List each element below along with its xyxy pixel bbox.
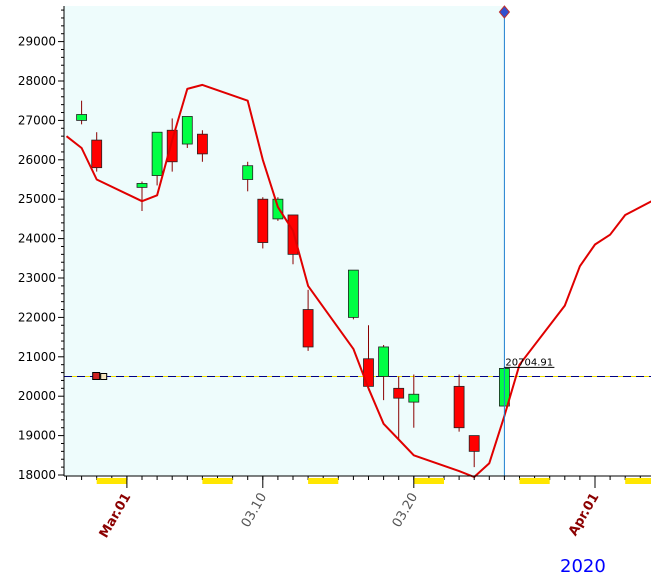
y-tick-label: 22000 <box>18 310 56 324</box>
candle-body <box>379 347 389 377</box>
y-tick-label: 29000 <box>18 35 56 49</box>
year-label: 2020 <box>560 556 606 577</box>
candle-body <box>197 134 207 154</box>
x-tick-label: Mar.01 <box>97 491 135 541</box>
candle-body <box>364 359 374 387</box>
candle-body <box>303 310 313 347</box>
y-tick-label: 18000 <box>18 468 56 482</box>
candle-body <box>258 199 268 242</box>
candle-body <box>273 199 283 219</box>
x-tick-label: 03.10 <box>239 491 271 531</box>
price-annotation: 20704.91 <box>505 357 553 368</box>
weekend-marker <box>625 478 651 484</box>
x-tick-label: Apr.01 <box>566 491 602 539</box>
weekend-marker <box>520 478 550 484</box>
candle-body <box>469 436 479 452</box>
candle-body <box>77 114 87 120</box>
candle-body <box>454 386 464 427</box>
candle-body <box>409 394 419 402</box>
reference-marker-box <box>101 374 107 380</box>
candle-body <box>394 388 404 398</box>
candle-body <box>92 140 102 168</box>
y-tick-label: 20000 <box>18 389 56 403</box>
y-tick-label: 19000 <box>18 429 56 443</box>
x-tick-label: 03.20 <box>390 491 422 531</box>
weekend-marker <box>308 478 338 484</box>
y-tick-label: 21000 <box>18 350 56 364</box>
y-tick-label: 27000 <box>18 113 56 127</box>
candle-body <box>182 116 192 144</box>
past-region <box>64 6 504 476</box>
candle-body <box>348 270 358 317</box>
candle-body <box>167 130 177 162</box>
y-tick-label: 26000 <box>18 153 56 167</box>
y-tick-label: 24000 <box>18 232 56 246</box>
weekend-marker <box>97 478 127 484</box>
reference-marker <box>93 373 100 380</box>
candle-body <box>243 166 253 180</box>
y-tick-label: 25000 <box>18 192 56 206</box>
candle-body <box>137 183 147 187</box>
y-tick-label: 23000 <box>18 271 56 285</box>
candle-body <box>152 132 162 175</box>
candle-body <box>288 215 298 254</box>
y-tick-label: 28000 <box>18 74 56 88</box>
weekend-marker <box>202 478 232 484</box>
weekend-marker <box>414 478 444 484</box>
